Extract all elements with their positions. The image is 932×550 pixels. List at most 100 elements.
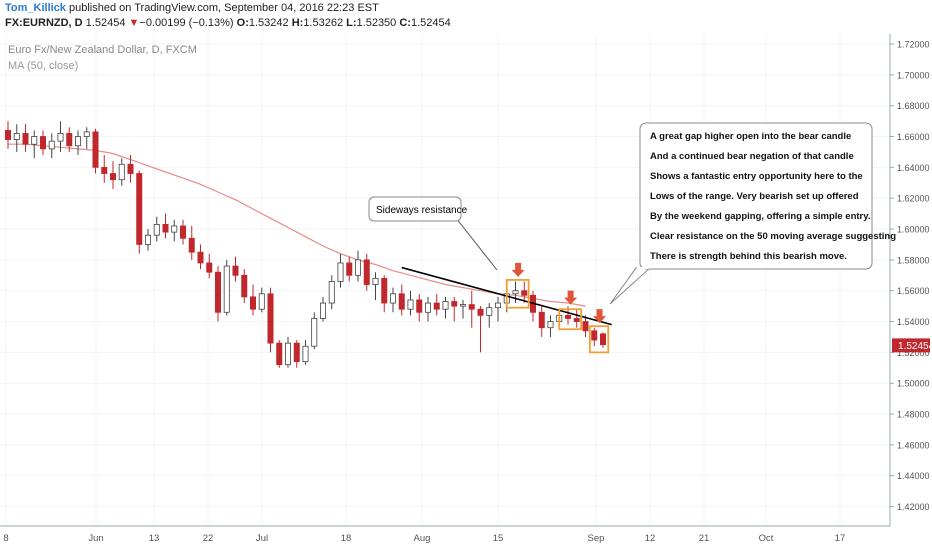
main-callout-box[interactable] xyxy=(639,122,873,270)
callout-line: There is strength behind this bearish mo… xyxy=(650,251,847,262)
candle-body xyxy=(214,271,221,313)
candle xyxy=(162,213,169,239)
candle xyxy=(267,287,274,353)
candle-body xyxy=(582,321,589,332)
x-tick-label: 8 xyxy=(3,533,8,544)
down-arrows xyxy=(511,262,606,324)
candle-body xyxy=(232,265,239,276)
candle-body xyxy=(591,330,598,341)
y-tick-label: 1.70000 xyxy=(897,70,930,80)
candle-body xyxy=(521,290,528,296)
candle xyxy=(118,158,125,186)
y-tick-label: 1.48000 xyxy=(897,410,930,420)
open-value: 1.53242 xyxy=(248,17,289,29)
candle-body xyxy=(389,293,396,304)
publish-info: published on TradingView.com, September … xyxy=(69,2,379,14)
sideways-callout-box[interactable] xyxy=(368,196,462,222)
sideways-callout-pointer xyxy=(455,217,498,271)
candle-body xyxy=(57,133,64,142)
candle xyxy=(249,284,256,316)
candle-body xyxy=(110,173,117,181)
candle xyxy=(424,296,431,322)
symbol-label: FX:EURNZD, D xyxy=(5,17,83,29)
candle xyxy=(276,340,283,368)
change-arrow-icon: ▼ xyxy=(128,17,140,29)
x-tick-label: 18 xyxy=(341,533,352,544)
y-tick-label: 1.56000 xyxy=(897,286,930,296)
main-callout-text: A great gap higher open into the bear ca… xyxy=(650,131,896,262)
candle-body xyxy=(407,299,414,310)
y-tick-label: 1.46000 xyxy=(897,440,930,450)
author-link[interactable]: Tom_Killick xyxy=(5,2,66,14)
y-tick-label: 1.68000 xyxy=(897,101,930,111)
callout-line: Lows of the range. Very bearish set up o… xyxy=(650,191,859,202)
candle xyxy=(311,312,318,350)
candle-body xyxy=(223,265,230,313)
grid xyxy=(0,34,890,526)
candle-body xyxy=(188,237,195,253)
change-value: −0.00199 (−0.13%) xyxy=(139,17,234,29)
candle-body xyxy=(83,131,90,137)
candle-body xyxy=(346,262,353,276)
down-arrow-icon xyxy=(564,290,578,305)
y-tick-label: 1.42000 xyxy=(897,502,930,512)
highlight-box xyxy=(588,325,610,354)
candle-body xyxy=(162,224,169,233)
publish-line: Tom_Killick published on TradingView.com… xyxy=(5,2,379,14)
candle xyxy=(22,124,29,152)
candle-body xyxy=(293,342,300,363)
candle-body xyxy=(547,321,554,329)
callout-line: Shows a fantastic entry opportunity here… xyxy=(650,171,863,182)
candle xyxy=(188,225,195,260)
candle-body xyxy=(372,277,379,285)
candle xyxy=(547,315,554,337)
candle xyxy=(372,272,379,300)
y-tick-label: 1.66000 xyxy=(897,132,930,142)
candle-body xyxy=(241,274,248,298)
callout-line: Clear resistance on the 50 moving averag… xyxy=(650,231,896,242)
time-axis[interactable]: 8 Jun 13 22 Jul 18 Aug 15 Sep 12 21 Oct 17 xyxy=(3,533,845,544)
candle xyxy=(127,155,134,183)
callout-line: A great gap higher open into the bear ca… xyxy=(650,131,851,142)
y-tick-label: 1.64000 xyxy=(897,163,930,173)
candle-body xyxy=(258,293,265,310)
candle xyxy=(328,275,335,310)
candle-body xyxy=(398,293,405,310)
candle xyxy=(232,256,239,282)
candle-body xyxy=(284,342,291,366)
candle-body xyxy=(31,136,38,145)
x-tick-label: 21 xyxy=(699,533,710,544)
candle-body xyxy=(328,281,335,304)
y-tick-label: 1.58000 xyxy=(897,255,930,265)
down-arrow-icon xyxy=(511,262,525,277)
candle xyxy=(337,253,344,288)
candle-body xyxy=(468,304,475,310)
price-chart[interactable]: 1.72000 1.70000 1.68000 1.66000 1.64000 1.620… xyxy=(0,34,932,550)
candle-body xyxy=(267,293,274,344)
candle-body xyxy=(512,290,519,295)
candle xyxy=(5,121,11,149)
candle xyxy=(389,287,396,313)
candle-body xyxy=(573,318,580,322)
candle xyxy=(442,296,449,319)
price-axis[interactable]: 1.72000 1.70000 1.68000 1.66000 1.64000 1.620… xyxy=(890,40,930,513)
candle-body xyxy=(424,302,431,313)
candle-body xyxy=(538,311,545,329)
candle xyxy=(591,327,598,347)
highlight-box xyxy=(558,308,583,331)
candle-body xyxy=(363,259,370,285)
down-arrow-icon xyxy=(593,309,606,324)
candle-body xyxy=(416,299,423,313)
candle xyxy=(398,284,405,316)
callout-line: And a continued bear negation of that ca… xyxy=(650,151,854,162)
candle-body xyxy=(311,318,318,347)
candle xyxy=(241,269,248,304)
candle xyxy=(75,130,82,156)
candle xyxy=(363,253,370,291)
candle-body xyxy=(171,225,178,233)
candle xyxy=(48,133,55,159)
close-label: C: xyxy=(399,17,411,29)
candle-body xyxy=(127,163,134,174)
candle xyxy=(600,332,607,348)
x-tick-label: 17 xyxy=(835,533,846,544)
